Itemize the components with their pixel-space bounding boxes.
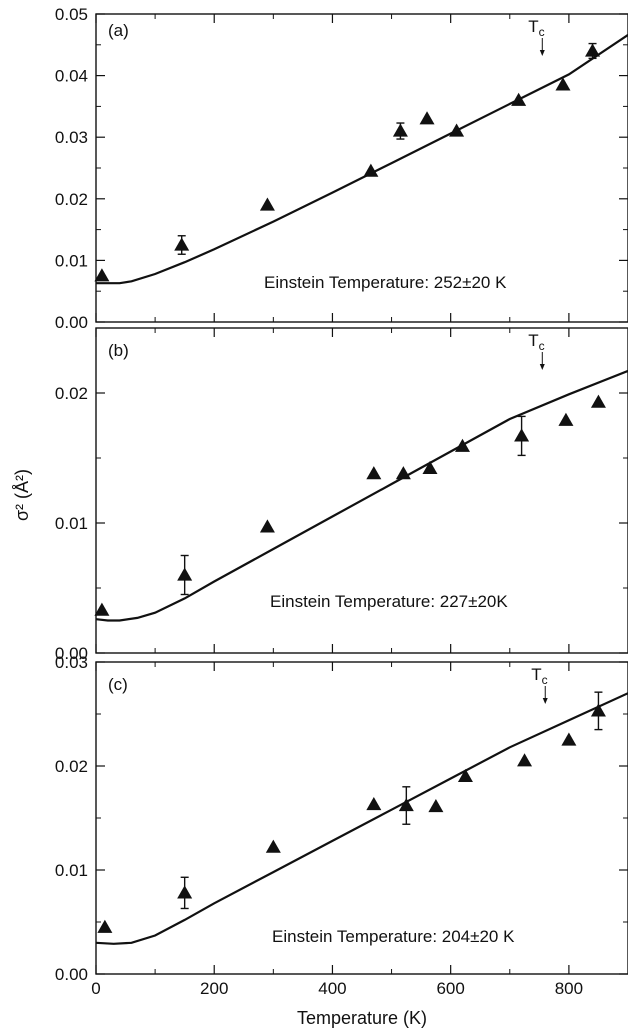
x-tick-label: 400 — [318, 979, 346, 998]
einstein-temperature-annotation: Einstein Temperature: 252±20 K — [264, 273, 507, 292]
data-point — [366, 796, 382, 811]
data-point — [174, 237, 190, 251]
data-point — [511, 92, 527, 106]
data-point — [558, 412, 574, 426]
panel-label: (c) — [108, 675, 128, 694]
einstein-temperature-annotation: Einstein Temperature: 204±20 K — [272, 927, 515, 946]
data-point — [177, 885, 193, 899]
data-point — [177, 567, 193, 581]
data-point — [585, 43, 601, 57]
tc-label: Tc — [528, 331, 544, 353]
y-tick-label: 0.01 — [55, 251, 88, 270]
data-point — [398, 798, 414, 812]
y-axis-title: σ² (Å²) — [12, 469, 32, 521]
data-point — [561, 732, 577, 746]
y-tick-label: 0.00 — [55, 965, 88, 984]
data-point — [590, 394, 606, 408]
y-tick-label: 0.00 — [55, 313, 88, 332]
y-tick-label: 0.04 — [55, 67, 88, 86]
tc-arrow-head — [539, 364, 545, 370]
data-point — [363, 163, 379, 177]
y-tick-label: 0.03 — [55, 653, 88, 672]
data-point — [392, 123, 408, 137]
y-tick-label: 0.02 — [55, 190, 88, 209]
data-point — [259, 197, 275, 211]
einstein-fit-line — [96, 369, 628, 622]
panel-label: (b) — [108, 341, 129, 360]
tc-arrow-head — [539, 50, 545, 56]
x-tick-label: 600 — [436, 979, 464, 998]
y-tick-label: 0.03 — [55, 128, 88, 147]
tc-arrow-head — [542, 698, 548, 704]
plot-frame — [95, 327, 628, 654]
einstein-temperature-annotation: Einstein Temperature: 227±20K — [270, 592, 508, 611]
data-point — [419, 111, 435, 125]
x-tick-label: 0 — [91, 979, 100, 998]
tc-subscript: c — [539, 25, 545, 39]
data-point — [94, 268, 110, 282]
tc-label: Tc — [528, 17, 544, 39]
data-point — [94, 602, 110, 616]
data-point — [366, 466, 382, 480]
data-point — [454, 438, 470, 452]
y-tick-label: 0.02 — [55, 384, 88, 403]
data-point — [422, 460, 438, 475]
data-point — [449, 123, 465, 137]
data-point — [97, 919, 113, 933]
x-tick-label: 800 — [555, 979, 583, 998]
y-tick-label: 0.01 — [55, 514, 88, 533]
y-tick-label: 0.02 — [55, 757, 88, 776]
data-point — [259, 519, 275, 533]
data-point — [428, 799, 444, 813]
y-tick-label: 0.01 — [55, 861, 88, 880]
panel-a: 0.00 0.01 0.02 0.03 0.04 0.05 (a) Einstein Temp… — [55, 5, 628, 332]
data-point — [514, 428, 530, 442]
x-tick-label: 200 — [200, 979, 228, 998]
einstein-fit-line — [96, 33, 628, 285]
data-point — [395, 466, 411, 480]
data-point — [265, 839, 281, 853]
einstein-fit-line — [96, 692, 628, 945]
y-tick-label: 0.05 — [55, 5, 88, 24]
panel-b: 0.00 0.01 0.02 (b) Einstein Temperature: 227… — [55, 327, 628, 663]
panel-label: (a) — [108, 21, 129, 40]
data-point — [517, 753, 533, 767]
tc-label: Tc — [531, 665, 547, 687]
y-tick-label: 0.00 — [55, 644, 88, 663]
data-point — [457, 768, 473, 783]
tc-subscript: c — [542, 673, 548, 687]
tc-subscript: c — [539, 339, 545, 353]
panel-c: 0 200 400 600 800 0.00 0.01 0.02 0.03 (c) Einstein… — [55, 653, 628, 998]
data-point — [555, 77, 571, 91]
x-axis-title: Temperature (K) — [297, 1008, 427, 1028]
data-point — [590, 703, 606, 717]
